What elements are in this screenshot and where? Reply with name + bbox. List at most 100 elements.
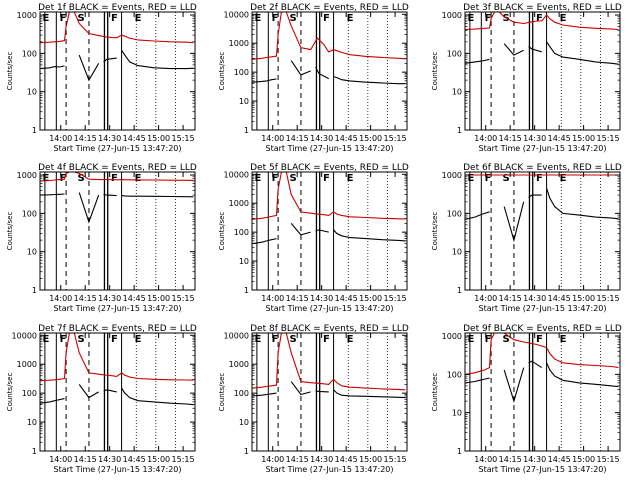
interval-label: E bbox=[467, 334, 474, 345]
y-tick-label: 10000 bbox=[224, 10, 249, 19]
x-tick-label: 15:15 bbox=[384, 294, 407, 303]
y-tick-label: 10 bbox=[452, 409, 462, 418]
x-tick-label: 14:00 bbox=[474, 455, 497, 464]
x-tick-label: 14:45 bbox=[548, 134, 571, 143]
y-tick-label: 100 bbox=[234, 228, 249, 237]
series-line-events bbox=[251, 223, 406, 245]
plot-frame bbox=[464, 332, 621, 452]
x-axis-label: Start Time (27-Jun-15 13:47:20) bbox=[54, 304, 182, 313]
interval-label: E bbox=[347, 173, 354, 184]
y-tick-label: 1000 bbox=[17, 171, 37, 180]
chart-title: Det 3f BLACK = Events, RED = LLD bbox=[463, 3, 622, 13]
y-tick-label: 1 bbox=[244, 126, 249, 135]
x-axis-label: Start Time (27-Jun-15 13:47:20) bbox=[54, 144, 182, 153]
y-axis-label: Counts/sec bbox=[431, 212, 439, 251]
y-tick-label: 1000 bbox=[229, 360, 249, 369]
interval-label: F bbox=[536, 334, 543, 345]
series-line-lld bbox=[251, 11, 406, 60]
interval-label: E bbox=[42, 13, 49, 24]
y-tick-label: 100 bbox=[22, 209, 37, 218]
y-tick-label: 10 bbox=[239, 97, 249, 106]
series-line-lld bbox=[39, 11, 194, 44]
x-tick-label: 15:00 bbox=[147, 134, 170, 143]
y-tick-label: 100 bbox=[234, 68, 249, 77]
interval-label: E bbox=[560, 334, 567, 345]
series-line-lld bbox=[251, 332, 406, 391]
interval-label: F bbox=[323, 13, 330, 24]
x-tick-label: 14:15 bbox=[74, 134, 97, 143]
y-tick-label: 1000 bbox=[442, 11, 462, 20]
interval-label: E bbox=[560, 173, 567, 184]
x-tick-label: 15:15 bbox=[172, 455, 195, 464]
interval-label: E bbox=[347, 13, 354, 24]
interval-label: S bbox=[290, 13, 297, 24]
interval-label: E bbox=[254, 13, 261, 24]
interval-label: F bbox=[60, 13, 67, 24]
interval-label: F bbox=[536, 173, 543, 184]
x-tick-label: 15:15 bbox=[172, 134, 195, 143]
x-tick-label: 14:15 bbox=[286, 294, 309, 303]
series-line-events bbox=[39, 192, 194, 224]
series-line-lld bbox=[464, 11, 619, 31]
interval-label: S bbox=[503, 334, 510, 345]
plot-frame bbox=[39, 332, 196, 452]
x-tick-label: 15:00 bbox=[359, 455, 382, 464]
series-line-events bbox=[251, 381, 406, 399]
x-tick-label: 14:15 bbox=[499, 134, 522, 143]
y-tick-label: 10 bbox=[239, 257, 249, 266]
x-tick-label: 14:15 bbox=[74, 294, 97, 303]
x-axis-label: Start Time (27-Jun-15 13:47:20) bbox=[266, 304, 394, 313]
series-line-events bbox=[464, 41, 619, 65]
y-axis-label: Counts/sec bbox=[218, 52, 226, 91]
series-line-events bbox=[39, 384, 194, 406]
interval-label: E bbox=[254, 173, 261, 184]
interval-label: E bbox=[560, 13, 567, 24]
interval-label: F bbox=[323, 173, 330, 184]
x-axis-label: Start Time (27-Jun-15 13:47:20) bbox=[266, 465, 394, 474]
interval-label: F bbox=[111, 13, 118, 24]
series-line-events bbox=[464, 360, 619, 404]
y-axis-label: Counts/sec bbox=[6, 373, 14, 412]
y-tick-label: 1 bbox=[32, 447, 37, 456]
plot-frame bbox=[39, 11, 196, 131]
x-tick-label: 14:30 bbox=[310, 455, 333, 464]
x-axis-label: Start Time (27-Jun-15 13:47:20) bbox=[266, 144, 394, 153]
y-tick-label: 1 bbox=[32, 286, 37, 295]
y-axis-label: Counts/sec bbox=[431, 52, 439, 91]
series-line-events bbox=[39, 49, 194, 82]
x-tick-label: 15:00 bbox=[572, 294, 595, 303]
x-tick-label: 15:00 bbox=[147, 455, 170, 464]
y-axis-label: Counts/sec bbox=[218, 212, 226, 251]
x-tick-label: 14:30 bbox=[310, 294, 333, 303]
y-tick-label: 100 bbox=[234, 389, 249, 398]
chart-title: Det 9f BLACK = Events, RED = LLD bbox=[463, 324, 622, 334]
chart-title: Det 8f BLACK = Events, RED = LLD bbox=[250, 324, 409, 334]
interval-label: F bbox=[60, 173, 67, 184]
x-tick-label: 15:15 bbox=[597, 455, 620, 464]
y-tick-label: 1 bbox=[457, 447, 462, 456]
chart-title: Det 7f BLACK = Events, RED = LLD bbox=[38, 324, 197, 334]
interval-label: F bbox=[272, 13, 279, 24]
plot-frame bbox=[251, 332, 408, 452]
interval-label: S bbox=[78, 334, 85, 345]
interval-label: F bbox=[272, 173, 279, 184]
y-tick-label: 1000 bbox=[442, 171, 462, 180]
series-line-events bbox=[464, 188, 619, 243]
y-tick-label: 1000 bbox=[17, 360, 37, 369]
y-tick-label: 1 bbox=[244, 286, 249, 295]
x-tick-label: 15:00 bbox=[359, 134, 382, 143]
plot-frame bbox=[251, 11, 408, 131]
x-tick-label: 14:00 bbox=[261, 134, 284, 143]
y-tick-label: 10000 bbox=[224, 170, 249, 179]
y-tick-label: 100 bbox=[22, 389, 37, 398]
chart-title: Det 6f BLACK = Events, RED = LLD bbox=[463, 163, 622, 173]
interval-label: S bbox=[290, 334, 297, 345]
y-tick-label: 1 bbox=[244, 447, 249, 456]
y-tick-label: 1000 bbox=[229, 199, 249, 208]
x-tick-label: 14:45 bbox=[548, 294, 571, 303]
x-tick-label: 15:00 bbox=[572, 134, 595, 143]
interval-label: S bbox=[78, 13, 85, 24]
x-tick-label: 15:15 bbox=[384, 134, 407, 143]
